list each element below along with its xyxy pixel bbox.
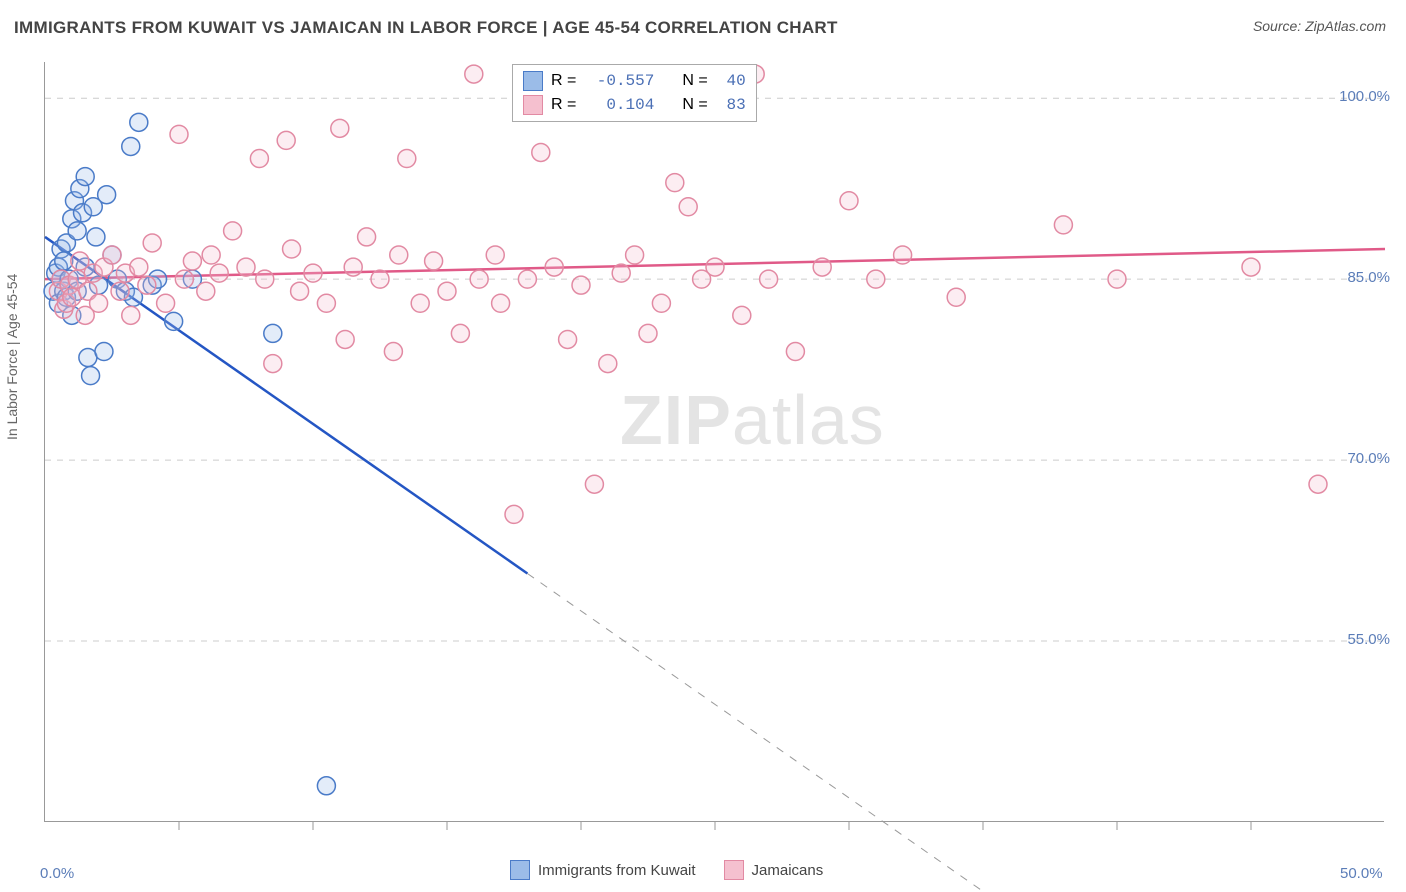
stats-legend: R = -0.557 N = 40 R = 0.104 N = 83 — [512, 64, 757, 122]
y-tick-label: 70.0% — [1347, 450, 1390, 467]
r-value: -0.557 — [584, 72, 654, 90]
y-tick-label: 100.0% — [1339, 88, 1390, 105]
stats-legend-row: R = 0.104 N = 83 — [523, 93, 746, 117]
source-prefix: Source: — [1253, 18, 1305, 34]
r-value: 0.104 — [584, 96, 654, 114]
series-legend-label: Immigrants from Kuwait — [538, 862, 696, 879]
chart-container: IMMIGRANTS FROM KUWAIT VS JAMAICAN IN LA… — [0, 0, 1406, 892]
y-axis-label: In Labor Force | Age 45-54 — [4, 274, 20, 440]
legend-swatch — [523, 95, 543, 115]
series-legend: Immigrants from Kuwait Jamaicans — [510, 860, 823, 880]
legend-swatch — [510, 860, 530, 880]
source-attribution: Source: ZipAtlas.com — [1253, 18, 1386, 34]
n-label: N = — [682, 72, 707, 90]
legend-swatch — [724, 860, 744, 880]
stats-legend-row: R = -0.557 N = 40 — [523, 69, 746, 93]
plot-area — [44, 62, 1384, 822]
scatter-plot-svg — [45, 62, 1384, 821]
n-value: 83 — [716, 96, 746, 114]
source-name: ZipAtlas.com — [1305, 18, 1386, 34]
chart-title: IMMIGRANTS FROM KUWAIT VS JAMAICAN IN LA… — [14, 18, 838, 38]
series-legend-label: Jamaicans — [752, 862, 824, 879]
r-label: R = — [551, 96, 576, 114]
x-origin-label: 0.0% — [40, 865, 74, 882]
y-tick-label: 85.0% — [1347, 269, 1390, 286]
legend-swatch — [523, 71, 543, 91]
r-label: R = — [551, 72, 576, 90]
series-legend-item: Immigrants from Kuwait — [510, 860, 696, 880]
n-label: N = — [682, 96, 707, 114]
x-end-label: 50.0% — [1340, 865, 1383, 882]
series-legend-item: Jamaicans — [724, 860, 824, 880]
n-value: 40 — [716, 72, 746, 90]
y-tick-label: 55.0% — [1347, 631, 1390, 648]
